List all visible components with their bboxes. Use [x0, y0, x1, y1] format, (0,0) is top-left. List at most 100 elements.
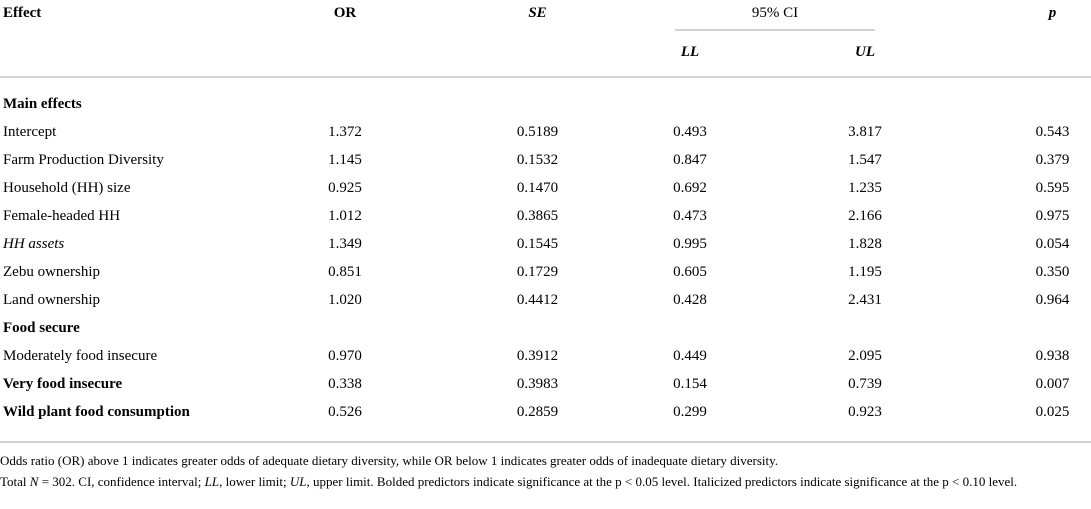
se-value: 0.3912: [516, 348, 559, 364]
effect-label: HH assets: [3, 236, 65, 252]
ul-value: 3.817: [848, 124, 882, 140]
table-header: Effect OR SE 95% CI p LL UL: [0, 0, 1091, 78]
ll-value: 0.493: [673, 124, 707, 140]
effect-label: Intercept: [3, 124, 57, 140]
table-body: Main effects Intercept 1.372 0.5189 0.493 3.8…: [0, 77, 1091, 427]
se-value: [445, 315, 630, 343]
ul-value: 1.235: [848, 180, 882, 196]
or-value: 1.012: [328, 208, 362, 224]
p-value: 0.350: [1035, 264, 1070, 280]
ll-value: 0.299: [673, 404, 707, 420]
footnote-odds-ratio: Odds ratio (OR) above 1 indicates greate…: [0, 453, 779, 468]
p-value: 0.964: [1035, 292, 1070, 308]
ll-value: [630, 77, 750, 119]
table-row: Zebu ownership 0.851 0.1729 0.605 1.195 0.350: [0, 259, 1091, 287]
header-ul: UL: [750, 38, 980, 78]
or-value: [245, 315, 445, 343]
table-row: Very food insecure 0.338 0.3983 0.154 0.739 0…: [0, 371, 1091, 399]
p-value: 0.054: [1035, 236, 1070, 252]
p-value: [980, 77, 1091, 119]
logistic-regression-table: Effect OR SE 95% CI p LL UL Main effects…: [0, 0, 1091, 427]
table-row: Wild plant food consumption 0.526 0.2859 0.…: [0, 399, 1091, 427]
header-p: p: [980, 0, 1091, 78]
section-row: Main effects: [0, 77, 1091, 119]
or-value: 0.526: [328, 404, 362, 420]
or-value: 0.851: [328, 264, 362, 280]
se-value: 0.5189: [516, 124, 559, 140]
ul-value: 0.923: [848, 404, 882, 420]
section-row: Food secure: [0, 315, 1091, 343]
se-value: 0.3983: [516, 376, 559, 392]
ul-value: 1.195: [848, 264, 882, 280]
se-value: 0.4412: [516, 292, 559, 308]
ll-value: 0.995: [673, 236, 707, 252]
se-value: 0.3865: [516, 208, 559, 224]
footnote-text: , lower limit;: [219, 474, 290, 489]
or-value: 0.925: [328, 180, 362, 196]
ul-value: 1.547: [848, 152, 882, 168]
p-value: 0.975: [1035, 208, 1070, 224]
ll-value: 0.847: [673, 152, 707, 168]
ci-group-label: 95% CI: [751, 5, 799, 21]
footnote-text: = 302. CI, confidence interval;: [38, 474, 205, 489]
ul-value: 1.828: [848, 236, 882, 252]
or-value: 0.970: [328, 348, 362, 364]
p-value: 0.938: [1035, 348, 1070, 364]
or-value: 0.338: [328, 376, 362, 392]
effect-label: Farm Production Diversity: [3, 152, 164, 168]
ll-value: 0.154: [673, 376, 707, 392]
ll-value: 0.428: [673, 292, 707, 308]
footnote-italic-term: N: [29, 474, 39, 489]
effect-label: Land ownership: [3, 292, 101, 308]
ll-value: 0.473: [673, 208, 707, 224]
ul-value: 0.739: [848, 376, 882, 392]
ll-value: 0.692: [673, 180, 707, 196]
se-value: 0.1729: [516, 264, 559, 280]
table-row: Female-headed HH 1.012 0.3865 0.473 2.166 0.9…: [0, 203, 1091, 231]
or-value: 1.145: [328, 152, 362, 168]
footnote-italic-term: LL: [204, 474, 220, 489]
paper-table-figure: Effect OR SE 95% CI p LL UL Main effects…: [0, 0, 1091, 492]
table-row: Intercept 1.372 0.5189 0.493 3.817 0.543: [0, 119, 1091, 147]
effect-label: Moderately food insecure: [3, 348, 158, 364]
header-effect: Effect: [0, 0, 245, 78]
effect-label: Household (HH) size: [3, 180, 131, 196]
table-row: Farm Production Diversity 1.145 0.1532 0.84…: [0, 147, 1091, 175]
table-row: Household (HH) size 0.925 0.1470 0.692 1.235…: [0, 175, 1091, 203]
header-or: OR: [245, 0, 445, 78]
table-row: Moderately food insecure 0.970 0.3912 0.449…: [0, 343, 1091, 371]
or-value: 1.349: [328, 236, 362, 252]
footnote-text: , upper limit. Bolded predictors indicat…: [306, 474, 1018, 489]
footnote-abbreviations: Total N = 302. CI, confidence interval; …: [0, 471, 1091, 492]
effect-label: Female-headed HH: [3, 208, 121, 224]
effect-label: Wild plant food consumption: [3, 404, 190, 420]
se-value: 0.1532: [516, 152, 559, 168]
effect-label: Main effects: [3, 96, 82, 112]
footnote-italic-term: UL: [289, 474, 307, 489]
header-ll: LL: [630, 38, 750, 78]
ul-value: 2.095: [848, 348, 882, 364]
ul-value: 2.431: [848, 292, 882, 308]
se-value: 0.1470: [516, 180, 559, 196]
p-value: 0.543: [1035, 124, 1070, 140]
ll-value: 0.605: [673, 264, 707, 280]
p-value: [980, 315, 1091, 343]
or-value: [245, 77, 445, 119]
p-value: 0.025: [1035, 404, 1070, 420]
ll-value: 0.449: [673, 348, 707, 364]
se-value: [445, 77, 630, 119]
se-value: 0.2859: [516, 404, 559, 420]
p-value: 0.007: [1035, 376, 1070, 392]
header-se: SE: [445, 0, 630, 78]
table-row: Land ownership 1.020 0.4412 0.428 2.431 0.964: [0, 287, 1091, 315]
header-95ci: 95% CI: [630, 0, 980, 38]
ul-value: [750, 77, 980, 119]
or-value: 1.020: [328, 292, 362, 308]
effect-label: Very food insecure: [3, 376, 123, 392]
ci-group-underline: 95% CI: [675, 0, 875, 31]
ll-value: [630, 315, 750, 343]
table-row: HH assets 1.349 0.1545 0.995 1.828 0.054: [0, 231, 1091, 259]
or-value: 1.372: [328, 124, 362, 140]
ul-value: [750, 315, 980, 343]
effect-label: Zebu ownership: [3, 264, 101, 280]
